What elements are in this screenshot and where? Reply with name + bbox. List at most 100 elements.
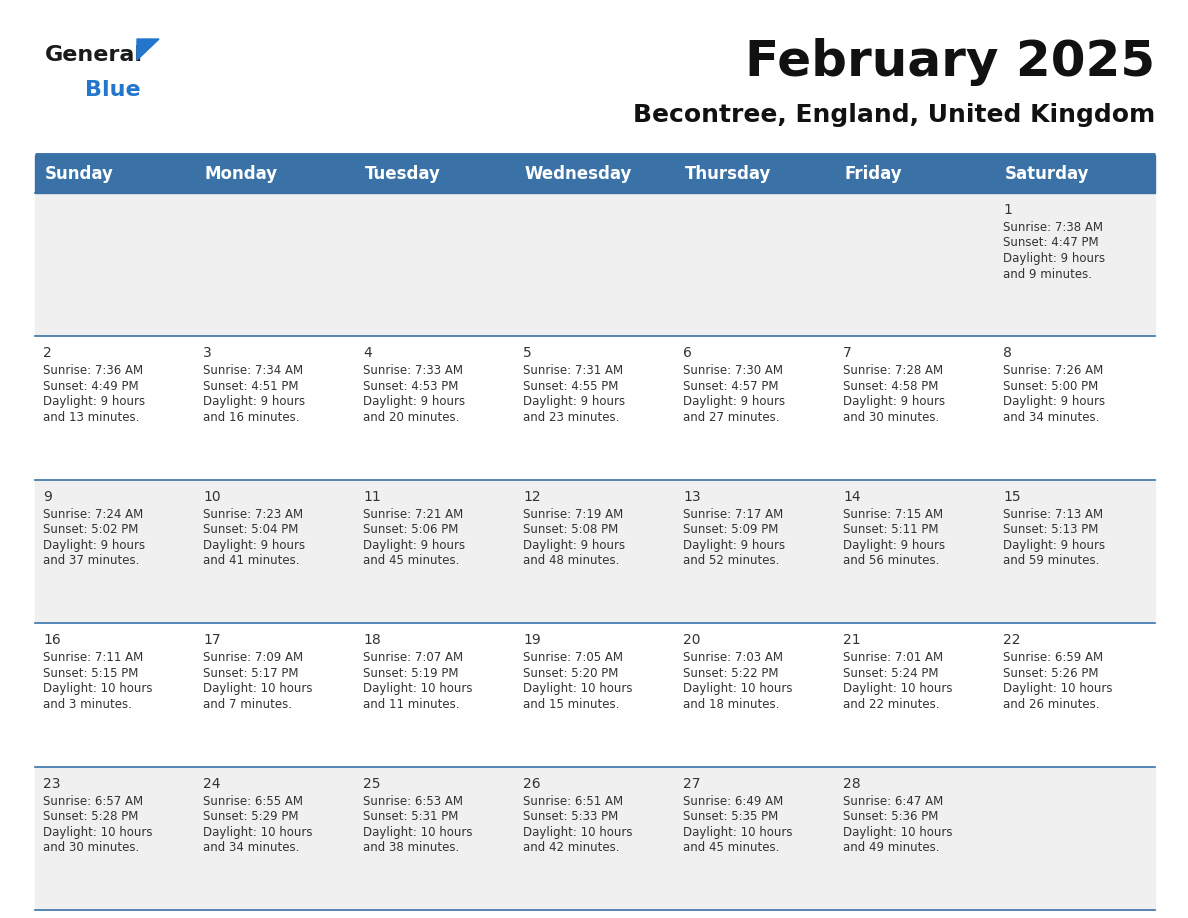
Text: 16: 16 <box>43 633 61 647</box>
Text: Daylight: 10 hours: Daylight: 10 hours <box>843 825 953 839</box>
Text: and 22 minutes.: and 22 minutes. <box>843 698 940 711</box>
Text: and 13 minutes.: and 13 minutes. <box>43 411 139 424</box>
Text: and 45 minutes.: and 45 minutes. <box>364 554 460 567</box>
Text: Daylight: 9 hours: Daylight: 9 hours <box>203 539 305 552</box>
Text: Sunset: 5:00 PM: Sunset: 5:00 PM <box>1003 380 1098 393</box>
Text: Daylight: 9 hours: Daylight: 9 hours <box>364 539 466 552</box>
Text: Sunset: 5:02 PM: Sunset: 5:02 PM <box>43 523 138 536</box>
Text: and 30 minutes.: and 30 minutes. <box>43 841 139 854</box>
Text: 10: 10 <box>203 490 221 504</box>
Text: 6: 6 <box>683 346 691 361</box>
Text: Daylight: 10 hours: Daylight: 10 hours <box>203 825 312 839</box>
Text: Tuesday: Tuesday <box>365 165 441 183</box>
Text: Sunset: 4:49 PM: Sunset: 4:49 PM <box>43 380 139 393</box>
Text: and 41 minutes.: and 41 minutes. <box>203 554 299 567</box>
Text: Becontree, England, United Kingdom: Becontree, England, United Kingdom <box>633 103 1155 127</box>
Text: Daylight: 10 hours: Daylight: 10 hours <box>683 825 792 839</box>
Text: Sunset: 4:58 PM: Sunset: 4:58 PM <box>843 380 939 393</box>
Text: Sunrise: 7:30 AM: Sunrise: 7:30 AM <box>683 364 783 377</box>
Text: 25: 25 <box>364 777 380 790</box>
Text: Sunset: 5:13 PM: Sunset: 5:13 PM <box>1003 523 1099 536</box>
Text: Sunset: 4:51 PM: Sunset: 4:51 PM <box>203 380 298 393</box>
Text: Daylight: 9 hours: Daylight: 9 hours <box>203 396 305 409</box>
Bar <box>34 336 1155 480</box>
Text: and 34 minutes.: and 34 minutes. <box>1003 411 1099 424</box>
Text: and 26 minutes.: and 26 minutes. <box>1003 698 1100 711</box>
Text: and 38 minutes.: and 38 minutes. <box>364 841 460 854</box>
Text: Sunrise: 7:33 AM: Sunrise: 7:33 AM <box>364 364 463 377</box>
Text: 24: 24 <box>203 777 221 790</box>
Text: and 3 minutes.: and 3 minutes. <box>43 698 132 711</box>
Text: Sunrise: 7:38 AM: Sunrise: 7:38 AM <box>1003 221 1102 234</box>
Text: 17: 17 <box>203 633 221 647</box>
Text: 21: 21 <box>843 633 860 647</box>
Text: Daylight: 9 hours: Daylight: 9 hours <box>523 396 625 409</box>
Text: 3: 3 <box>203 346 211 361</box>
Text: Daylight: 10 hours: Daylight: 10 hours <box>43 825 152 839</box>
Text: Sunrise: 7:36 AM: Sunrise: 7:36 AM <box>43 364 143 377</box>
Text: Sunset: 4:53 PM: Sunset: 4:53 PM <box>364 380 459 393</box>
Text: Sunrise: 6:47 AM: Sunrise: 6:47 AM <box>843 795 943 808</box>
Text: Sunset: 5:28 PM: Sunset: 5:28 PM <box>43 810 138 823</box>
Text: and 23 minutes.: and 23 minutes. <box>523 411 619 424</box>
Text: Sunset: 5:22 PM: Sunset: 5:22 PM <box>683 666 778 679</box>
Text: Sunrise: 7:15 AM: Sunrise: 7:15 AM <box>843 508 943 521</box>
Text: Sunrise: 7:03 AM: Sunrise: 7:03 AM <box>683 651 783 665</box>
Text: Daylight: 9 hours: Daylight: 9 hours <box>1003 396 1105 409</box>
Text: Monday: Monday <box>204 165 278 183</box>
Text: 28: 28 <box>843 777 860 790</box>
Text: Sunrise: 7:23 AM: Sunrise: 7:23 AM <box>203 508 303 521</box>
Text: and 30 minutes.: and 30 minutes. <box>843 411 940 424</box>
Text: February 2025: February 2025 <box>745 38 1155 86</box>
Text: Daylight: 10 hours: Daylight: 10 hours <box>364 682 473 695</box>
Text: Sunset: 4:57 PM: Sunset: 4:57 PM <box>683 380 778 393</box>
Text: Sunrise: 7:21 AM: Sunrise: 7:21 AM <box>364 508 463 521</box>
Text: 14: 14 <box>843 490 860 504</box>
Text: Daylight: 9 hours: Daylight: 9 hours <box>43 396 145 409</box>
Text: 9: 9 <box>43 490 52 504</box>
Text: and 49 minutes.: and 49 minutes. <box>843 841 940 854</box>
Text: 5: 5 <box>523 346 532 361</box>
Text: 7: 7 <box>843 346 852 361</box>
Text: Sunrise: 6:57 AM: Sunrise: 6:57 AM <box>43 795 143 808</box>
Text: and 59 minutes.: and 59 minutes. <box>1003 554 1099 567</box>
Text: 23: 23 <box>43 777 61 790</box>
Text: Saturday: Saturday <box>1005 165 1089 183</box>
Text: and 9 minutes.: and 9 minutes. <box>1003 267 1092 281</box>
Text: Sunset: 5:29 PM: Sunset: 5:29 PM <box>203 810 298 823</box>
Text: 2: 2 <box>43 346 52 361</box>
Text: Daylight: 9 hours: Daylight: 9 hours <box>683 539 785 552</box>
Text: Sunset: 5:35 PM: Sunset: 5:35 PM <box>683 810 778 823</box>
Text: Sunrise: 7:31 AM: Sunrise: 7:31 AM <box>523 364 624 377</box>
Text: Sunrise: 6:53 AM: Sunrise: 6:53 AM <box>364 795 463 808</box>
Text: and 18 minutes.: and 18 minutes. <box>683 698 779 711</box>
Text: Daylight: 9 hours: Daylight: 9 hours <box>1003 539 1105 552</box>
Text: Sunset: 4:47 PM: Sunset: 4:47 PM <box>1003 237 1099 250</box>
Text: Sunset: 5:24 PM: Sunset: 5:24 PM <box>843 666 939 679</box>
Text: Sunset: 5:36 PM: Sunset: 5:36 PM <box>843 810 939 823</box>
Text: 4: 4 <box>364 346 372 361</box>
Text: Sunset: 5:20 PM: Sunset: 5:20 PM <box>523 666 619 679</box>
Text: and 48 minutes.: and 48 minutes. <box>523 554 619 567</box>
Text: Sunset: 5:19 PM: Sunset: 5:19 PM <box>364 666 459 679</box>
Text: Sunrise: 7:28 AM: Sunrise: 7:28 AM <box>843 364 943 377</box>
Text: Sunday: Sunday <box>45 165 114 183</box>
Text: Sunrise: 7:01 AM: Sunrise: 7:01 AM <box>843 651 943 665</box>
Bar <box>34 767 1155 910</box>
Text: 26: 26 <box>523 777 541 790</box>
Text: 19: 19 <box>523 633 541 647</box>
Text: 18: 18 <box>364 633 380 647</box>
Text: Daylight: 9 hours: Daylight: 9 hours <box>364 396 466 409</box>
Polygon shape <box>137 39 159 60</box>
Text: Sunset: 5:09 PM: Sunset: 5:09 PM <box>683 523 778 536</box>
Text: Daylight: 10 hours: Daylight: 10 hours <box>43 682 152 695</box>
Bar <box>34 623 1155 767</box>
Text: Sunrise: 6:59 AM: Sunrise: 6:59 AM <box>1003 651 1104 665</box>
Text: Sunset: 5:26 PM: Sunset: 5:26 PM <box>1003 666 1099 679</box>
Text: 11: 11 <box>364 490 380 504</box>
Text: 22: 22 <box>1003 633 1020 647</box>
Text: Sunrise: 7:07 AM: Sunrise: 7:07 AM <box>364 651 463 665</box>
Text: Sunrise: 6:49 AM: Sunrise: 6:49 AM <box>683 795 783 808</box>
Text: and 11 minutes.: and 11 minutes. <box>364 698 460 711</box>
Text: Sunrise: 7:24 AM: Sunrise: 7:24 AM <box>43 508 144 521</box>
